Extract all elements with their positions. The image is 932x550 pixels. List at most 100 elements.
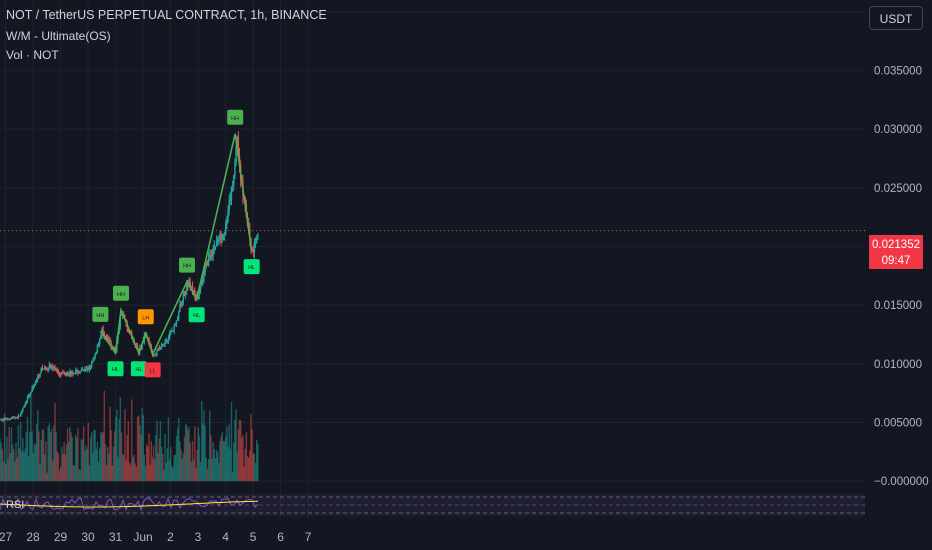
volume-bar — [17, 425, 20, 482]
volume-bar — [250, 414, 252, 482]
rsi-pane: RSI — [0, 494, 865, 516]
candle-body — [77, 370, 79, 374]
candle-body — [254, 241, 257, 243]
candle-body — [74, 370, 77, 374]
candle-body — [23, 405, 25, 408]
swing-marker-hl: HL — [130, 361, 147, 377]
volume-bar — [31, 431, 33, 482]
volume-bar — [23, 452, 25, 482]
candle-body — [226, 218, 228, 224]
volume-bar — [120, 432, 123, 482]
volume-bar — [46, 472, 48, 482]
candle-body — [6, 419, 8, 421]
candle-body — [163, 343, 165, 345]
swing-marker-lh: LH — [137, 309, 154, 325]
candle-body — [167, 337, 170, 340]
volume-bar — [136, 417, 139, 482]
volume-bar — [137, 415, 140, 482]
volume-bar — [15, 442, 17, 482]
volume-bar — [81, 439, 84, 482]
candle-body — [112, 346, 115, 349]
volume-bar — [199, 461, 202, 482]
candle-body — [253, 242, 256, 253]
candle-body — [64, 372, 67, 375]
volume-bar — [151, 457, 154, 482]
volume-bar — [88, 465, 91, 482]
candle-body — [86, 368, 88, 370]
candle-body — [155, 352, 157, 356]
candle-body — [26, 397, 29, 401]
candle-body — [68, 374, 70, 376]
candle-body — [33, 385, 36, 387]
volume-bar — [205, 457, 207, 482]
volume-bar — [9, 453, 12, 482]
volume-bar — [139, 424, 141, 482]
volume-bar — [174, 455, 177, 482]
volume-bar — [76, 438, 78, 482]
volume-bar — [165, 462, 167, 482]
volume-bar — [168, 459, 171, 482]
candle-body — [171, 331, 173, 333]
volume-bar — [49, 432, 52, 482]
candle-body — [25, 400, 28, 404]
marker-box — [227, 109, 244, 125]
volume-bar — [80, 439, 83, 482]
volume-bar — [234, 419, 236, 482]
volume-bar — [144, 465, 147, 482]
volume-bar — [229, 448, 232, 482]
volume-bar — [10, 426, 13, 482]
volume-bar — [52, 460, 54, 482]
volume-bar — [251, 429, 253, 482]
volume-bar — [189, 442, 191, 482]
currency-selector[interactable]: USDT — [869, 6, 923, 30]
volume-bar — [89, 437, 92, 482]
volume-bar — [37, 409, 39, 482]
candle-body — [5, 418, 7, 420]
marker-box — [113, 285, 130, 301]
volume-bar — [147, 446, 149, 482]
candle-body — [0, 419, 1, 421]
volume-bar — [254, 463, 257, 482]
volume-bar — [218, 462, 220, 482]
volume-bar — [63, 441, 65, 482]
volume-bar — [135, 466, 138, 482]
candle-body — [204, 265, 206, 273]
volume-bar — [86, 449, 88, 482]
volume-bar — [166, 448, 169, 482]
candle-body — [40, 367, 42, 373]
candle-body — [87, 368, 89, 371]
volume-bar — [206, 468, 209, 482]
x-tick-label: 4 — [222, 530, 229, 544]
volume-bar — [233, 442, 235, 482]
candle-body — [214, 245, 217, 247]
volume-bar — [24, 448, 26, 482]
volume-bar — [214, 458, 217, 482]
candle-body — [229, 199, 232, 201]
indicator-legend[interactable]: W/M - Ultimate(OS) — [6, 29, 111, 43]
x-tick-label: 7 — [305, 530, 312, 544]
candle-body — [71, 372, 73, 374]
marker-label: LH — [142, 315, 149, 321]
candle-body — [175, 320, 178, 325]
candle-body — [47, 368, 49, 370]
candle-body — [235, 146, 237, 162]
volume-bar — [38, 431, 40, 482]
candles — [0, 131, 259, 422]
volume-bar — [235, 409, 237, 482]
volume-bar — [231, 472, 234, 482]
volume-bar — [192, 459, 195, 482]
candle-body — [96, 345, 99, 353]
marker-box — [243, 259, 260, 275]
candle-body — [70, 371, 72, 374]
symbol-title[interactable]: NOT / TetherUS PERPETUAL CONTRACT, 1h, B… — [6, 8, 327, 22]
candle-body — [197, 295, 199, 300]
candle-body — [82, 369, 85, 371]
volume-bar — [247, 457, 250, 482]
volume-bar — [141, 407, 143, 482]
volume-bar — [110, 430, 112, 482]
candle-body — [9, 418, 12, 420]
volume-bar — [256, 439, 258, 482]
candle-body — [93, 357, 95, 361]
volume-legend[interactable]: Vol · NOT — [6, 48, 59, 62]
